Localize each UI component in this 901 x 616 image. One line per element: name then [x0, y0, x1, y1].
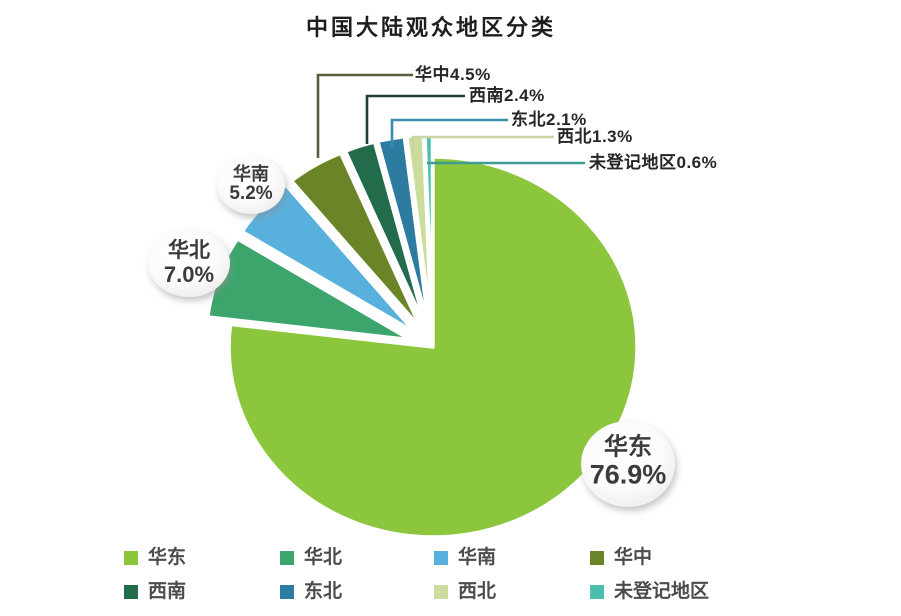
- badge-pct: 5.2%: [229, 183, 273, 205]
- callout-line-东北: [390, 118, 508, 147]
- badge-label-huabei: 华北 7.0%: [163, 238, 215, 287]
- chart-title: 中国大陆观众地区分类: [305, 15, 557, 40]
- callout-pct: 4.5%: [450, 65, 491, 84]
- callout-label-xinan: 西南2.4%: [469, 87, 545, 105]
- badge-circle-huabei: [148, 229, 230, 297]
- legend-item-huazhong: 华中: [590, 548, 652, 568]
- legend-swatch: [280, 551, 294, 565]
- callout-line-西南: [365, 94, 465, 144]
- callout-line-西北: [411, 135, 554, 152]
- callout-pct: 2.1%: [546, 110, 587, 129]
- badge-pct: 7.0%: [163, 261, 215, 287]
- badge-circle-huanan: [217, 156, 285, 214]
- callout-lines: [316, 73, 585, 165]
- badge-name: 华南: [233, 164, 269, 185]
- legend-swatch: [280, 585, 294, 599]
- callout-pct: 2.4%: [504, 86, 545, 105]
- legend-label: 西北: [458, 581, 497, 602]
- callout-label-xibei: 西北1.3%: [557, 128, 633, 146]
- legend-item-xinan: 西南: [124, 582, 186, 602]
- legend-label: 华南: [458, 547, 497, 568]
- pie-slice-西南[interactable]: [343, 140, 428, 328]
- callout-line-华中: [316, 73, 413, 158]
- callout-pct: 1.3%: [592, 127, 633, 146]
- legend-item-dongbei: 东北: [280, 582, 342, 602]
- callout-name: 西北: [557, 127, 592, 146]
- legend-label: 西南: [148, 581, 187, 602]
- badge-label-huanan: 华南 5.2%: [229, 164, 273, 205]
- callout-name: 未登记地区: [589, 153, 677, 172]
- callout-label-dongbei: 东北2.1%: [511, 111, 587, 129]
- label-badges: [148, 156, 675, 507]
- legend-swatch: [434, 551, 448, 565]
- legend-swatch: [590, 551, 604, 565]
- legend-swatch: [434, 585, 448, 599]
- legend-item-huadong: 华东: [124, 548, 186, 568]
- pie-slices: [206, 133, 639, 539]
- badge-circle-huadong: [581, 421, 675, 507]
- callout-label-weidengji: 未登记地区0.6%: [589, 154, 717, 172]
- legend-label: 华东: [148, 547, 187, 568]
- legend-swatch: [124, 585, 138, 599]
- badge-name: 华北: [168, 238, 210, 262]
- pie-slice-未登记地区[interactable]: [423, 133, 435, 327]
- pie-slice-华东[interactable]: [227, 155, 639, 539]
- legend-item-xibei: 西北: [434, 582, 496, 602]
- legend-label: 东北: [304, 581, 343, 602]
- badge-pct: 76.9%: [589, 459, 667, 490]
- callout-name: 华中: [415, 65, 450, 84]
- legend-item-weidengji: 未登记地区: [590, 582, 709, 602]
- badge-name: 华东: [604, 433, 652, 461]
- callout-name: 西南: [469, 86, 504, 105]
- legend-label: 华北: [304, 547, 343, 568]
- callout-name: 东北: [511, 110, 546, 129]
- callout-label-huazhong: 华中4.5%: [415, 66, 491, 84]
- legend-label: 未登记地区: [614, 581, 710, 602]
- legend-label: 华中: [614, 547, 653, 568]
- legend-swatch: [590, 585, 604, 599]
- pie-slice-华中[interactable]: [289, 151, 423, 330]
- legend-item-huanan: 华南: [434, 548, 496, 568]
- callout-pct: 0.6%: [676, 153, 718, 172]
- badge-label-huadong: 华东 76.9%: [590, 434, 667, 489]
- legend-swatch: [124, 551, 138, 565]
- legend-item-huabei: 华北: [280, 548, 342, 568]
